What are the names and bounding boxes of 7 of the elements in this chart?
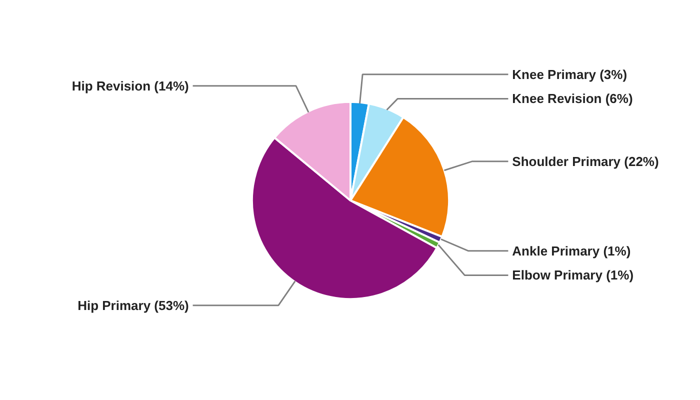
slice-label: Ankle Primary (1%)	[512, 243, 631, 258]
slice-label: Elbow Primary (1%)	[512, 268, 634, 283]
slice-label: Hip Primary (53%)	[78, 298, 189, 313]
slice-label: Hip Revision (14%)	[72, 78, 189, 94]
slice-label: Knee Revision (6%)	[512, 91, 633, 106]
slice-label: Knee Primary (3%)	[512, 66, 628, 82]
slice-label: Shoulder Primary (22%)	[512, 154, 659, 169]
